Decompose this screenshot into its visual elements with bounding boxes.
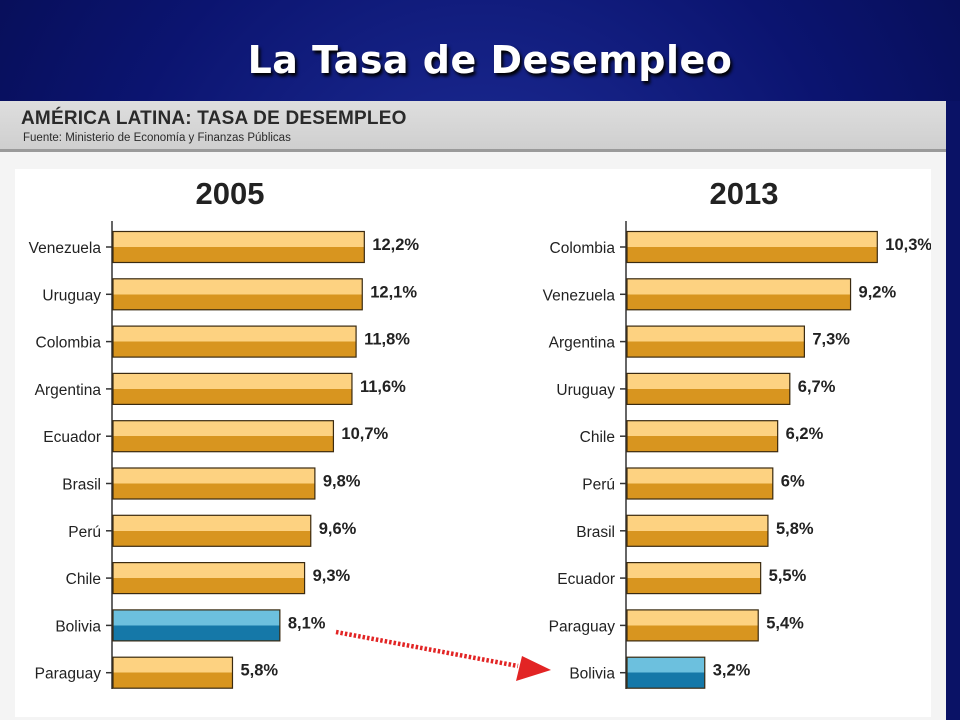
category-label-per-2005: Perú xyxy=(68,524,101,541)
chart-header: AMÉRICA LATINA: TASA DE DESEMPLEO Fuente… xyxy=(0,101,946,152)
bar-chile-2005 xyxy=(112,562,306,595)
bar-venezuela-2005 xyxy=(112,230,365,264)
category-label-colombia-2013: Colombia xyxy=(550,240,616,257)
value-label-uruguay-2005: 12,1% xyxy=(370,283,417,301)
arrow-head xyxy=(516,656,551,681)
bar-per-2005 xyxy=(112,514,312,547)
category-label-chile-2013: Chile xyxy=(580,429,615,446)
category-label-uruguay-2005: Uruguay xyxy=(42,287,101,304)
category-label-ecuador-2013: Ecuador xyxy=(557,571,615,588)
category-label-venezuela-2013: Venezuela xyxy=(543,287,616,304)
value-label-colombia-2013: 10,3% xyxy=(885,236,931,254)
category-label-bolivia-2013: Bolivia xyxy=(569,666,615,683)
bar-bolivia-2005 xyxy=(112,609,281,642)
bar-uruguay-2013 xyxy=(626,372,791,405)
category-label-venezuela-2005: Venezuela xyxy=(29,240,102,257)
category-label-uruguay-2013: Uruguay xyxy=(556,382,615,399)
slide-edge-strip xyxy=(946,101,960,720)
bar-colombia-2005 xyxy=(112,325,357,358)
value-label-bolivia-2013: 3,2% xyxy=(713,662,751,680)
value-label-argentina-2013: 7,3% xyxy=(812,331,850,349)
bar-chile-2013 xyxy=(626,420,779,453)
category-label-brasil-2005: Brasil xyxy=(62,477,101,494)
value-label-brasil-2005: 9,8% xyxy=(323,473,361,491)
chart-area: 2005 Venezuela 12,2% Uruguay 12,1% Colombia 11… xyxy=(15,169,931,717)
bar-ecuador-2005 xyxy=(112,420,335,453)
chart-title-2005: 2005 xyxy=(196,176,265,211)
value-label-per-2005: 9,6% xyxy=(319,520,357,538)
category-label-per-2013: Perú xyxy=(582,477,615,494)
category-label-brasil-2013: Brasil xyxy=(576,524,615,541)
value-label-ecuador-2013: 5,5% xyxy=(769,567,807,585)
value-label-paraguay-2005: 5,8% xyxy=(240,662,278,680)
value-label-bolivia-2005: 8,1% xyxy=(288,614,326,632)
category-label-argentina-2013: Argentina xyxy=(549,335,616,352)
value-label-chile-2013: 6,2% xyxy=(786,425,824,443)
value-label-argentina-2005: 11,6% xyxy=(360,378,406,396)
value-label-brasil-2013: 5,8% xyxy=(776,520,814,538)
value-label-chile-2005: 9,3% xyxy=(313,567,351,585)
bar-brasil-2013 xyxy=(626,514,769,547)
arrow-shaft xyxy=(335,629,519,669)
chart-title-2013: 2013 xyxy=(710,176,779,211)
category-label-ecuador-2005: Ecuador xyxy=(43,429,101,446)
value-label-uruguay-2013: 6,7% xyxy=(798,378,836,396)
chart-heading: AMÉRICA LATINA: TASA DE DESEMPLEO xyxy=(21,108,407,129)
category-label-paraguay-2013: Paraguay xyxy=(549,618,616,635)
value-label-colombia-2005: 11,8% xyxy=(364,331,410,349)
bar-argentina-2013 xyxy=(626,325,805,358)
chart-source: Fuente: Ministerio de Economía y Finanza… xyxy=(23,132,291,144)
bar-colombia-2013 xyxy=(626,230,878,264)
chart-panel: AMÉRICA LATINA: TASA DE DESEMPLEO Fuente… xyxy=(0,101,946,720)
bar-ecuador-2013 xyxy=(626,562,762,595)
category-label-argentina-2005: Argentina xyxy=(35,382,102,399)
category-label-paraguay-2005: Paraguay xyxy=(35,666,102,683)
slide-title: La Tasa de Desempleo xyxy=(247,38,733,82)
value-label-ecuador-2005: 10,7% xyxy=(341,425,388,443)
bar-argentina-2005 xyxy=(112,372,353,405)
bar-paraguay-2013 xyxy=(626,609,759,642)
bar-venezuela-2013 xyxy=(626,278,852,311)
category-label-bolivia-2005: Bolivia xyxy=(55,618,101,635)
value-label-venezuela-2013: 9,2% xyxy=(859,283,897,301)
bar-bolivia-2013 xyxy=(626,656,706,689)
value-label-paraguay-2013: 5,4% xyxy=(766,614,804,632)
category-label-colombia-2005: Colombia xyxy=(36,335,102,352)
value-label-per-2013: 6% xyxy=(781,473,805,491)
bar-paraguay-2005 xyxy=(112,656,234,689)
bar-uruguay-2005 xyxy=(112,278,363,311)
bar-per-2013 xyxy=(626,467,774,500)
category-label-chile-2005: Chile xyxy=(66,571,101,588)
value-label-venezuela-2005: 12,2% xyxy=(372,236,419,254)
bar-charts-svg: 2005 Venezuela 12,2% Uruguay 12,1% Colombia 11… xyxy=(29,176,931,689)
bar-brasil-2005 xyxy=(112,467,316,500)
